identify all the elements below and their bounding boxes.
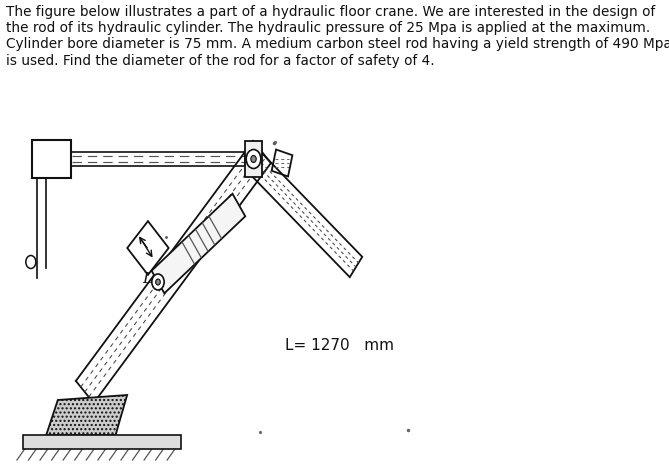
Bar [245, 141, 262, 177]
Bar [32, 140, 71, 178]
Circle shape [152, 274, 164, 290]
Polygon shape [152, 194, 246, 293]
Text: The figure below illustrates a part of a hydraulic floor crane. We are intereste: The figure below illustrates a part of a… [6, 5, 669, 67]
Circle shape [246, 150, 261, 169]
Text: L: L [142, 272, 153, 286]
Bar [23, 435, 181, 449]
Circle shape [251, 155, 256, 162]
Circle shape [156, 279, 161, 285]
Polygon shape [46, 395, 127, 435]
Bar [71, 152, 245, 166]
Text: L= 1270   mm: L= 1270 mm [285, 338, 394, 353]
